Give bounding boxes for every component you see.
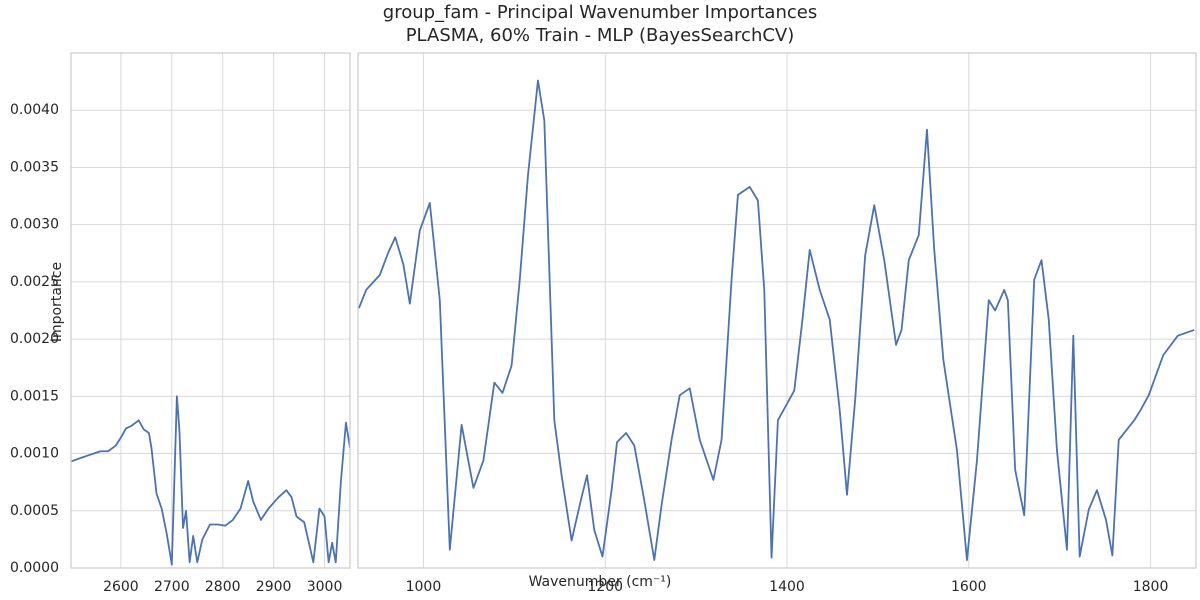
y-tick-label: 0.0015	[10, 388, 59, 404]
y-tick-label: 0.0035	[10, 159, 59, 175]
y-tick-label: 0.0040	[10, 102, 59, 118]
x-tick-label: 1600	[951, 579, 987, 595]
y-axis-label: Importance	[49, 262, 65, 342]
x-tick-label: 2700	[154, 579, 190, 595]
y-tick-label: 0.0030	[10, 217, 59, 233]
y-tick-label: 0.0020	[10, 331, 59, 347]
data-line	[358, 79, 1195, 561]
x-tick-label: 1200	[587, 579, 623, 595]
x-tick-label: 2900	[256, 579, 292, 595]
plot-frame	[70, 52, 351, 569]
x-tick-label: 2600	[103, 579, 139, 595]
plot-frame	[357, 52, 1197, 569]
data-line	[71, 395, 350, 566]
y-tick-label: 0.0010	[10, 446, 59, 462]
x-tick-label: 3000	[307, 579, 343, 595]
x-tick-label: 1800	[1133, 579, 1169, 595]
chart-title: group_fam - Principal Wavenumber Importa…	[383, 2, 817, 23]
y-tick-label: 0.0025	[10, 274, 59, 290]
x-tick-label: 1000	[406, 579, 442, 595]
y-tick-label: 0.0000	[10, 560, 59, 576]
y-tick-label: 0.0005	[10, 503, 59, 519]
x-tick-label: 2800	[205, 579, 241, 595]
x-axis-label: Wavenumber (cm⁻¹)	[529, 574, 672, 590]
chart-subtitle: PLASMA, 60% Train - MLP (BayesSearchCV)	[406, 25, 795, 46]
x-tick-label: 1400	[769, 579, 805, 595]
